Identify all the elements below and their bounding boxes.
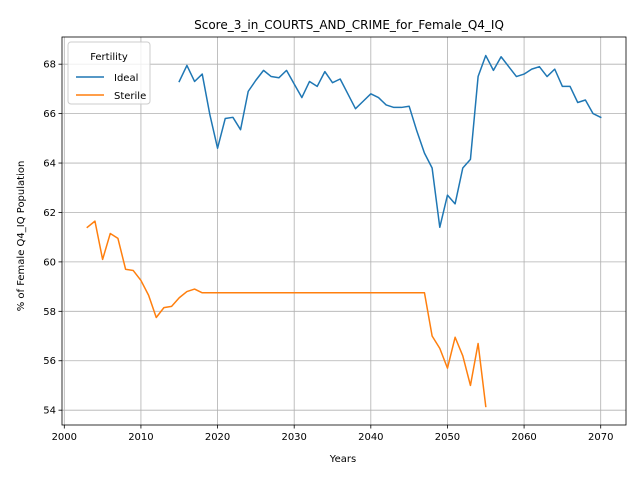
x-tick-label: 2050	[435, 432, 460, 443]
x-tick-label: 2070	[588, 432, 613, 443]
x-tick-label: 2060	[511, 432, 536, 443]
y-tick-label: 68	[43, 60, 56, 71]
legend-box	[67, 41, 151, 105]
x-tick-label: 2030	[281, 432, 306, 443]
x-tick-label: 2020	[205, 432, 230, 443]
y-tick-label: 62	[43, 208, 56, 219]
y-axis-ticks: 54 56 58 60 62 64 66 68	[43, 60, 62, 417]
y-axis-label: % of Female Q4_IQ Population	[16, 161, 27, 312]
y-tick-label: 64	[43, 159, 56, 170]
grid-lines	[62, 37, 626, 425]
x-tick-label: 2010	[128, 432, 153, 443]
series-line-ideal	[178, 54, 602, 229]
y-tick-label: 56	[43, 356, 56, 367]
x-axis-label: Years	[329, 454, 356, 465]
y-tick-label: 60	[43, 257, 56, 268]
x-tick-label: 2040	[358, 432, 383, 443]
series-line-sterile	[86, 220, 487, 408]
legend-title: Fertility	[90, 52, 128, 63]
legend-label-sterile: Sterile	[114, 91, 146, 102]
legend: Fertility Ideal Sterile	[67, 41, 151, 105]
x-tick-label: 2000	[52, 432, 77, 443]
x-axis-ticks: 2000 2010 2020 2030 2040 2050 2060 2070	[52, 425, 613, 443]
plot-frame	[61, 36, 627, 426]
legend-label-ideal: Ideal	[114, 73, 138, 84]
y-tick-label: 66	[43, 109, 56, 120]
y-tick-label: 54	[43, 406, 56, 417]
series-layer	[86, 54, 602, 408]
chart-title: Score_3_in_COURTS_AND_CRIME_for_Female_Q…	[194, 18, 504, 32]
y-tick-label: 58	[43, 307, 56, 318]
